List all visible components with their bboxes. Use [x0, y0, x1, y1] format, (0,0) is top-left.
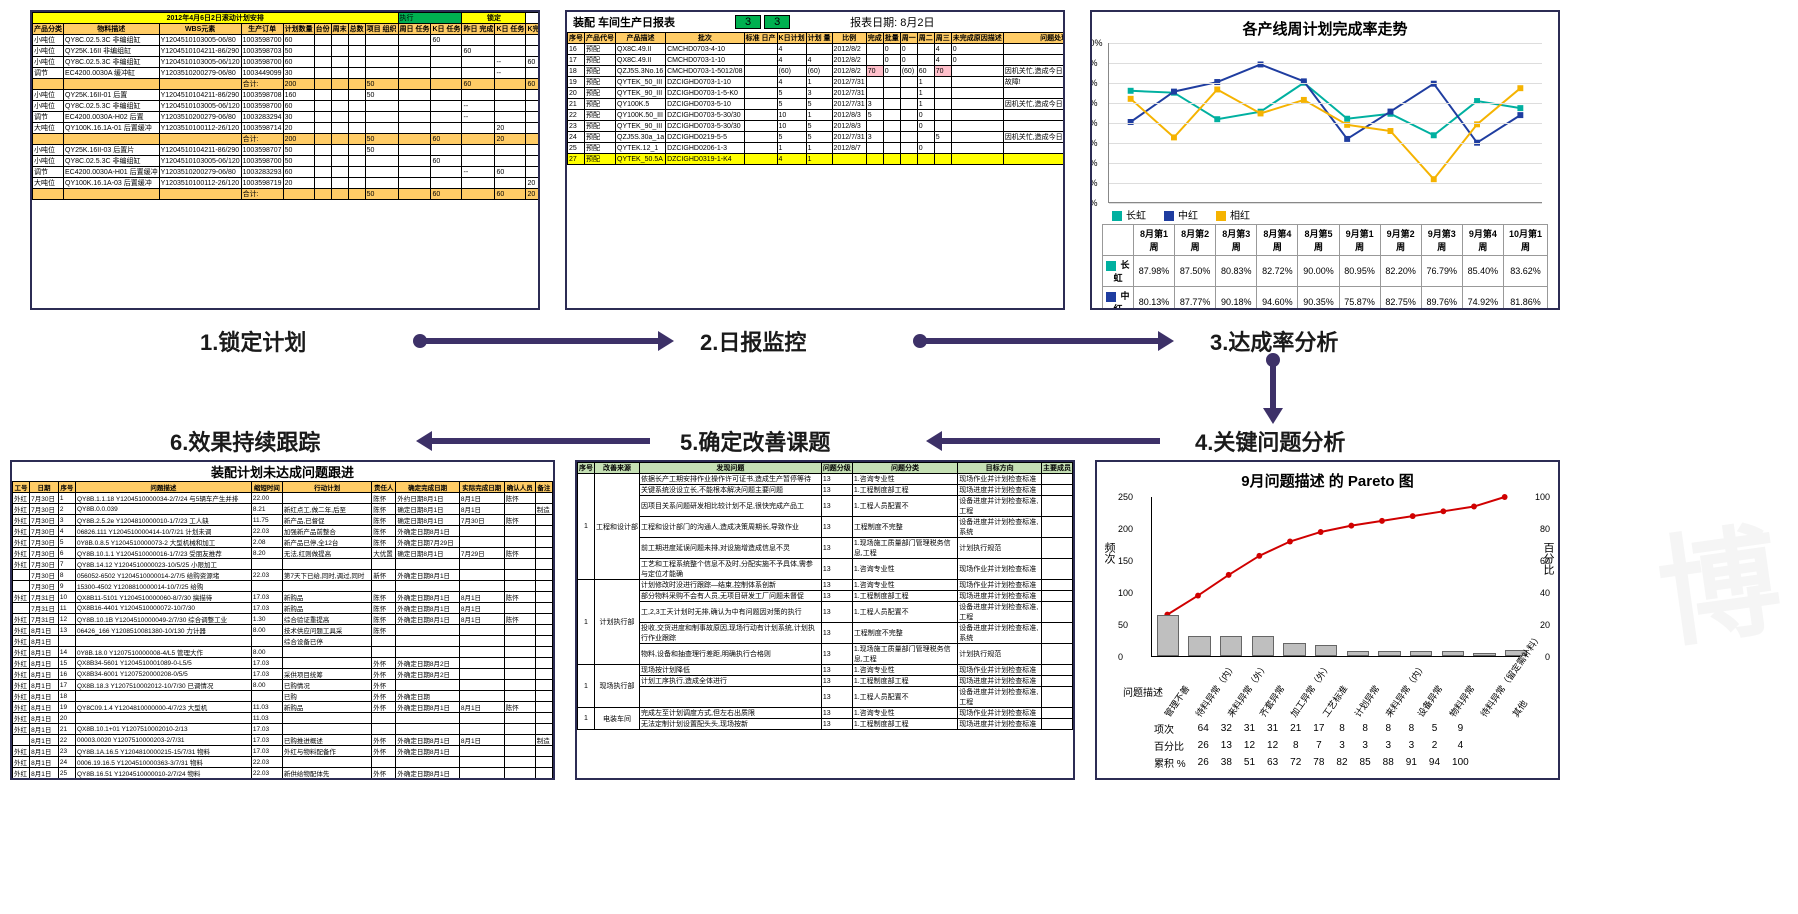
p1-table: 2012年4月6日2日滚动计划安排 执行 锁定 滚动复核 产品分类物料描述WBS… — [32, 12, 540, 200]
p2-g2: 3 — [764, 15, 790, 29]
arrow-4-5 — [940, 438, 1160, 444]
p2-title: 装配 车间生产日报表 — [573, 14, 675, 30]
p4-table: 序号改善来源发现问题问题分级问题分类目标方向主要成员 1工程和设计部依据长产工期… — [577, 462, 1073, 730]
step-4-label: 4.关键问题分析 — [1195, 425, 1345, 457]
p6-title: 9月问题描述 的 Pareto 图 — [1105, 470, 1550, 491]
p6-ylab-left: 频次 — [1101, 542, 1117, 564]
p1-lock: 锁定 — [462, 13, 526, 24]
p1-title: 2012年4月6日2日滚动计划安排 — [33, 13, 399, 24]
p2-table: 序号产品代号产品描述批次标准 日产K日计划计划 量比例完成批量周一周二周三未完成… — [567, 32, 1065, 165]
p2-date: 报表日期: 8月2日 — [850, 14, 934, 30]
p5-title: 装配计划未达成问题跟进 — [12, 462, 553, 481]
step-6-label: 6.效果持续跟踪 — [170, 425, 320, 457]
p3-title: 各产线周计划完成率走势 — [1102, 18, 1548, 39]
p6-summary: 项次643231312117888859百分比2613121287333324累… — [1147, 719, 1476, 772]
arrow-2-3 — [920, 338, 1160, 344]
panel-2-daily-report: 装配 车间生产日报表 3 3 报表日期: 8月2日 序号产品代号产品描述批次标准… — [565, 10, 1065, 310]
arrow-5-6 — [430, 438, 650, 444]
p2-g1: 3 — [735, 15, 761, 29]
panel-1-lock-plan: 2012年4月6日2日滚动计划安排 执行 锁定 滚动复核 产品分类物料描述WBS… — [30, 10, 540, 310]
panel-3-achievement-chart: 各产线周计划完成率走势 60.00%65.00%70.00%75.00%80.0… — [1090, 10, 1560, 310]
step-5-label: 5.确定改善课题 — [680, 425, 830, 457]
p3-data-table: 8月第1周8月第2周8月第3周8月第4周8月第5周9月第1周9月第2周9月第3周… — [1102, 224, 1548, 310]
p3-legend: 长虹中红相红 — [1112, 207, 1548, 222]
p5-table: 工号日期序号问题描述缩短时间行动计划责任人确定完成日期实际完成日期确认人员备注 … — [12, 481, 553, 780]
arrow-3-4 — [1270, 360, 1276, 410]
panel-6-tracking-table: 装配计划未达成问题跟进 工号日期序号问题描述缩短时间行动计划责任人确定完成日期实… — [10, 460, 555, 780]
step-1-label: 1.锁定计划 — [200, 325, 306, 357]
arrow-1-2 — [420, 338, 660, 344]
panel-5-improvement-topics: 序号改善来源发现问题问题分级问题分类目标方向主要成员 1工程和设计部依据长产工期… — [575, 460, 1075, 780]
step-2-label: 2.日报监控 — [700, 325, 806, 357]
panel-4-pareto: 9月问题描述 的 Pareto 图 频次 百分比 050100150200250… — [1095, 460, 1560, 780]
p3-plot: 60.00%65.00%70.00%75.00%80.00%85.00%90.0… — [1108, 43, 1542, 203]
p6-plot: 050100150200250020406080100 — [1151, 497, 1520, 657]
p1-exec: 执行 — [398, 13, 462, 24]
watermark: 博 — [1646, 482, 1789, 671]
